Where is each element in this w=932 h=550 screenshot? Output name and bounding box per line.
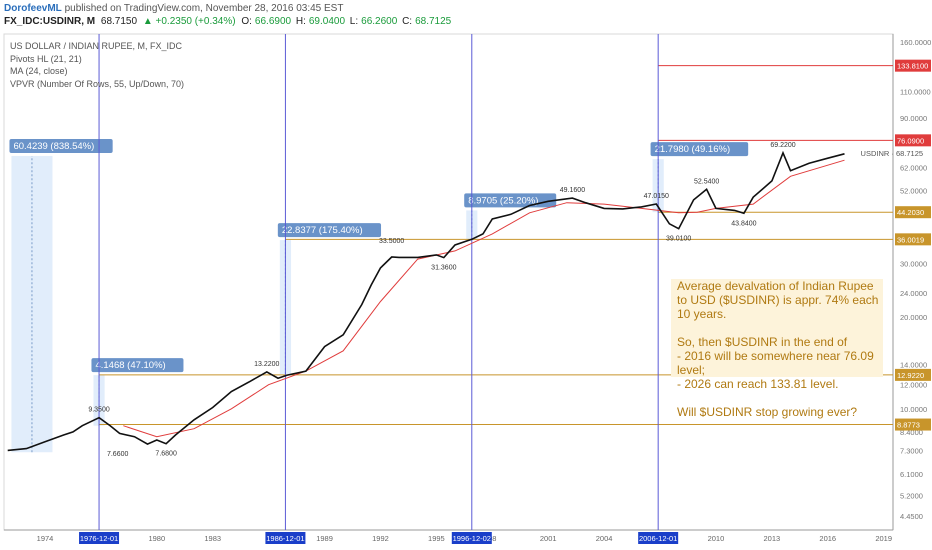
cycle-date-tag <box>265 532 306 544</box>
cycle-date-label: 1986-12-01 <box>266 534 304 543</box>
x-tick-label: 2013 <box>764 534 781 543</box>
y-tick-label: 90.0000 <box>900 114 927 123</box>
measure-label: 21.7980 (49.16%) <box>655 144 731 155</box>
symbol-bar: FX_IDC:USDINR, M 68.7150 ▲ +0.2350 (+0.3… <box>4 16 453 27</box>
y-tick-label: 6.1000 <box>900 470 923 479</box>
pivot-label: 52.5400 <box>694 178 719 185</box>
open-label: O: <box>241 16 252 27</box>
pivot-label: 49.1600 <box>560 187 585 194</box>
measure-label: 4.1468 (47.10%) <box>95 360 165 371</box>
close-value: 68.7125 <box>415 16 452 27</box>
pivot-label: 7.6800 <box>155 451 177 458</box>
y-tick-label: 7.3000 <box>900 446 923 455</box>
pivot-label: 33.5000 <box>379 238 404 245</box>
y-tick-label: 62.0000 <box>900 163 927 172</box>
measure-label: 60.4239 (838.54%) <box>13 141 94 152</box>
price-change: ▲ +0.2350 (+0.34%) <box>142 16 236 27</box>
cycle-date-tag <box>638 532 679 544</box>
cycle-date-label: 2006-12-01 <box>639 534 677 543</box>
price-level-tag <box>895 233 931 246</box>
pivot-label: 31.3600 <box>431 265 456 272</box>
x-tick-label: 2004 <box>596 534 613 543</box>
y-tick-label: 20.0000 <box>900 313 927 322</box>
cycle-date-tag <box>451 532 492 544</box>
author-link[interactable]: DorofeevML <box>4 3 62 14</box>
indicator-ma[interactable]: MA (24, close) <box>10 66 68 76</box>
y-tick-label: 8.4000 <box>900 428 923 437</box>
measure-label-box <box>9 138 113 153</box>
last-price: 68.7150 <box>100 16 138 27</box>
ma-line <box>123 159 845 438</box>
y-tick-label: 4.4500 <box>900 512 923 521</box>
pivot-label: 13.2200 <box>254 361 279 368</box>
symbol-name: FX_IDC:USDINR, M <box>4 16 96 27</box>
indicator-legend: US DOLLAR / INDIAN RUPEE, M, FX_IDC Pivo… <box>10 40 184 90</box>
publish-date: published on TradingView.com, November 2… <box>64 3 344 14</box>
measure-label-box <box>91 358 184 373</box>
y-tick-label: 14.0000 <box>900 360 927 369</box>
pivot-label: 69.2200 <box>770 142 795 149</box>
y-tick-label: 5.2000 <box>900 491 923 500</box>
x-tick-label: 1980 <box>148 534 165 543</box>
indicator-pivots[interactable]: Pivots HL (21, 21) <box>10 53 82 64</box>
pivot-label: 39.0100 <box>666 236 691 243</box>
price-level-tag <box>895 418 931 431</box>
x-tick-label: 2010 <box>708 534 725 543</box>
y-tick-label: 160.0000 <box>900 38 931 47</box>
pivot-label: 9.3500 <box>88 407 110 414</box>
measure-label: 22.8377 (175.40%) <box>282 225 363 236</box>
x-tick-label: 2001 <box>540 534 557 543</box>
measure-label-box <box>277 223 382 238</box>
cycle-date-label: 1996-12-02 <box>453 534 491 543</box>
open-value: 66.6900 <box>254 16 292 27</box>
y-tick-label: 110.0000 <box>900 88 931 97</box>
x-tick-label: 1983 <box>204 534 221 543</box>
price-level-tag <box>895 368 931 381</box>
y-tick-label: 10.0000 <box>900 405 927 414</box>
price-level-label: 76.0900 <box>897 136 924 145</box>
x-tick-label: 2019 <box>875 534 892 543</box>
series-last-label: USDINR · 68.7125 <box>861 149 924 158</box>
y-tick-label: 30.0000 <box>900 259 927 268</box>
close-label: C: <box>402 16 413 27</box>
measure-label-box <box>650 142 749 157</box>
price-level-label: 36.0019 <box>897 235 924 244</box>
x-tick-label: 98 <box>488 534 496 543</box>
x-tick-label: 1989 <box>316 534 333 543</box>
y-tick-label: 24.0000 <box>900 289 927 298</box>
pivot-label: 47.0150 <box>644 193 669 200</box>
indicator-vpvr[interactable]: VPVR (Number Of Rows, 55, Up/Down, 70) <box>10 78 185 89</box>
low-value: 66.2600 <box>361 16 398 27</box>
low-label: L: <box>349 16 359 27</box>
pivot-label: 7.6600 <box>107 451 129 458</box>
x-tick-label: 1974 <box>37 534 54 543</box>
y-tick-label: 52.0000 <box>900 187 927 196</box>
y-tick-label: 12.0000 <box>900 381 927 390</box>
annotation-note[interactable]: Average devalvation of Indian Rupee to U… <box>671 279 883 419</box>
price-level-label: 8.8773 <box>897 421 920 430</box>
publish-info: DorofeevML published on TradingView.com,… <box>4 3 343 14</box>
x-tick-label: 1995 <box>428 534 445 543</box>
pivot-label: 43.8400 <box>731 220 756 227</box>
price-level-label: 44.2030 <box>897 208 924 217</box>
x-tick-label: 1992 <box>372 534 389 543</box>
chart-title: US DOLLAR / INDIAN RUPEE, M, FX_IDC <box>10 41 183 51</box>
price-level-tag <box>895 134 931 147</box>
high-value: 69.0400 <box>308 16 346 27</box>
cycle-date-tag <box>79 532 120 544</box>
price-level-label: 12.9220 <box>897 371 924 380</box>
cycle-date-label: 1976-12-01 <box>80 534 118 543</box>
price-line <box>7 150 845 452</box>
x-tick-label: 2016 <box>819 534 836 543</box>
measure-label: 8.9705 (25.20%) <box>468 195 538 206</box>
price-level-tag <box>895 206 931 219</box>
high-label: H: <box>295 16 306 27</box>
price-level-tag <box>895 59 931 72</box>
price-level-label: 133.8100 <box>897 62 928 71</box>
